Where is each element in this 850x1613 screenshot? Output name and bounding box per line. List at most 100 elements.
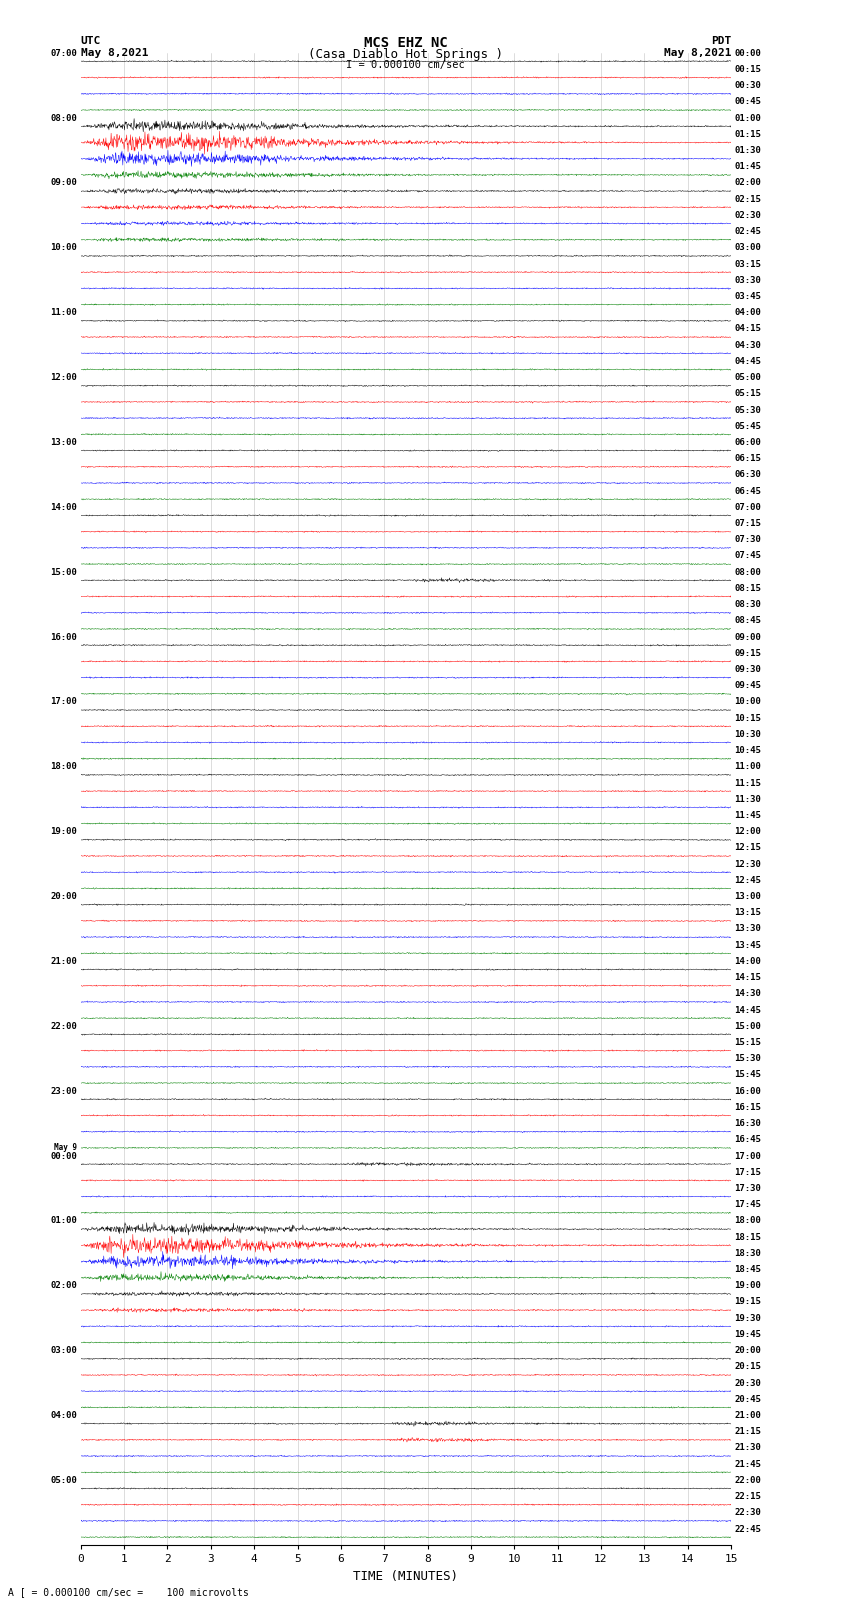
Text: 14:00: 14:00: [51, 503, 77, 511]
Text: May 8,2021: May 8,2021: [81, 48, 148, 58]
Text: 11:30: 11:30: [734, 795, 761, 803]
Text: 16:15: 16:15: [734, 1103, 761, 1111]
Text: A [ = 0.000100 cm/sec =    100 microvolts: A [ = 0.000100 cm/sec = 100 microvolts: [8, 1587, 249, 1597]
Text: 16:45: 16:45: [734, 1136, 761, 1144]
Text: 20:30: 20:30: [734, 1379, 761, 1387]
Text: 20:45: 20:45: [734, 1395, 761, 1403]
Text: 04:45: 04:45: [734, 356, 761, 366]
Text: 16:00: 16:00: [51, 632, 77, 642]
Text: 13:15: 13:15: [734, 908, 761, 918]
Text: 21:45: 21:45: [734, 1460, 761, 1469]
Text: 21:00: 21:00: [734, 1411, 761, 1419]
Text: 10:30: 10:30: [734, 729, 761, 739]
Text: 10:15: 10:15: [734, 713, 761, 723]
Text: 09:15: 09:15: [734, 648, 761, 658]
Text: 18:45: 18:45: [734, 1265, 761, 1274]
Text: 04:00: 04:00: [734, 308, 761, 318]
Text: 16:00: 16:00: [734, 1087, 761, 1095]
Text: 15:15: 15:15: [734, 1039, 761, 1047]
Text: 02:00: 02:00: [734, 179, 761, 187]
Text: 05:30: 05:30: [734, 405, 761, 415]
Text: 03:15: 03:15: [734, 260, 761, 268]
Text: 09:30: 09:30: [734, 665, 761, 674]
Text: 17:15: 17:15: [734, 1168, 761, 1177]
Text: 10:45: 10:45: [734, 747, 761, 755]
Text: 20:00: 20:00: [734, 1347, 761, 1355]
Text: 01:15: 01:15: [734, 129, 761, 139]
Text: 08:30: 08:30: [734, 600, 761, 610]
Text: 01:00: 01:00: [51, 1216, 77, 1226]
Text: 13:45: 13:45: [734, 940, 761, 950]
Text: 12:45: 12:45: [734, 876, 761, 886]
Text: 21:15: 21:15: [734, 1428, 761, 1436]
Text: 14:00: 14:00: [734, 957, 761, 966]
Text: 22:45: 22:45: [734, 1524, 761, 1534]
Text: 12:15: 12:15: [734, 844, 761, 852]
Text: 09:00: 09:00: [51, 179, 77, 187]
Text: 04:15: 04:15: [734, 324, 761, 334]
Text: 10:00: 10:00: [734, 697, 761, 706]
Text: 14:45: 14:45: [734, 1005, 761, 1015]
Text: 03:00: 03:00: [51, 1347, 77, 1355]
Text: 06:15: 06:15: [734, 455, 761, 463]
Text: 13:00: 13:00: [734, 892, 761, 902]
Text: 19:30: 19:30: [734, 1313, 761, 1323]
Text: 08:45: 08:45: [734, 616, 761, 626]
Text: 23:00: 23:00: [51, 1087, 77, 1095]
Text: 00:30: 00:30: [734, 81, 761, 90]
Text: 22:30: 22:30: [734, 1508, 761, 1518]
Text: 06:30: 06:30: [734, 471, 761, 479]
Text: UTC: UTC: [81, 37, 101, 47]
Text: 18:30: 18:30: [734, 1248, 761, 1258]
Text: 07:45: 07:45: [734, 552, 761, 560]
Text: 11:00: 11:00: [734, 763, 761, 771]
Text: 13:30: 13:30: [734, 924, 761, 934]
Text: 04:30: 04:30: [734, 340, 761, 350]
Text: 00:45: 00:45: [734, 97, 761, 106]
Text: 22:00: 22:00: [734, 1476, 761, 1486]
Text: 07:30: 07:30: [734, 536, 761, 544]
Text: 09:45: 09:45: [734, 681, 761, 690]
Text: 14:30: 14:30: [734, 989, 761, 998]
Text: 20:15: 20:15: [734, 1363, 761, 1371]
Text: 03:00: 03:00: [734, 244, 761, 252]
Text: 11:15: 11:15: [734, 779, 761, 787]
Text: May 8,2021: May 8,2021: [664, 48, 731, 58]
Text: 17:30: 17:30: [734, 1184, 761, 1194]
Text: 17:00: 17:00: [734, 1152, 761, 1160]
Text: (Casa Diablo Hot Springs ): (Casa Diablo Hot Springs ): [309, 48, 503, 61]
Text: 11:00: 11:00: [51, 308, 77, 318]
Text: 08:00: 08:00: [734, 568, 761, 577]
Text: 02:30: 02:30: [734, 211, 761, 219]
Text: 08:00: 08:00: [51, 113, 77, 123]
Text: 01:45: 01:45: [734, 163, 761, 171]
Text: 07:15: 07:15: [734, 519, 761, 527]
Text: 03:45: 03:45: [734, 292, 761, 302]
Text: May 9: May 9: [54, 1142, 77, 1152]
Text: 03:30: 03:30: [734, 276, 761, 286]
Text: 00:00: 00:00: [734, 48, 761, 58]
Text: 08:15: 08:15: [734, 584, 761, 594]
Text: 14:15: 14:15: [734, 973, 761, 982]
Text: 11:45: 11:45: [734, 811, 761, 819]
Text: 22:00: 22:00: [51, 1021, 77, 1031]
Text: 15:00: 15:00: [734, 1021, 761, 1031]
Text: 09:00: 09:00: [734, 632, 761, 642]
Text: 15:30: 15:30: [734, 1055, 761, 1063]
Text: 02:00: 02:00: [51, 1281, 77, 1290]
Text: 19:15: 19:15: [734, 1297, 761, 1307]
Text: 18:00: 18:00: [734, 1216, 761, 1226]
Text: 17:45: 17:45: [734, 1200, 761, 1210]
Text: 18:00: 18:00: [51, 763, 77, 771]
X-axis label: TIME (MINUTES): TIME (MINUTES): [354, 1569, 458, 1582]
Text: 21:00: 21:00: [51, 957, 77, 966]
Text: 22:15: 22:15: [734, 1492, 761, 1502]
Text: 15:00: 15:00: [51, 568, 77, 577]
Text: 05:00: 05:00: [51, 1476, 77, 1486]
Text: I = 0.000100 cm/sec: I = 0.000100 cm/sec: [347, 60, 465, 69]
Text: 06:00: 06:00: [734, 439, 761, 447]
Text: 18:15: 18:15: [734, 1232, 761, 1242]
Text: 04:00: 04:00: [51, 1411, 77, 1419]
Text: 12:30: 12:30: [734, 860, 761, 869]
Text: 02:45: 02:45: [734, 227, 761, 235]
